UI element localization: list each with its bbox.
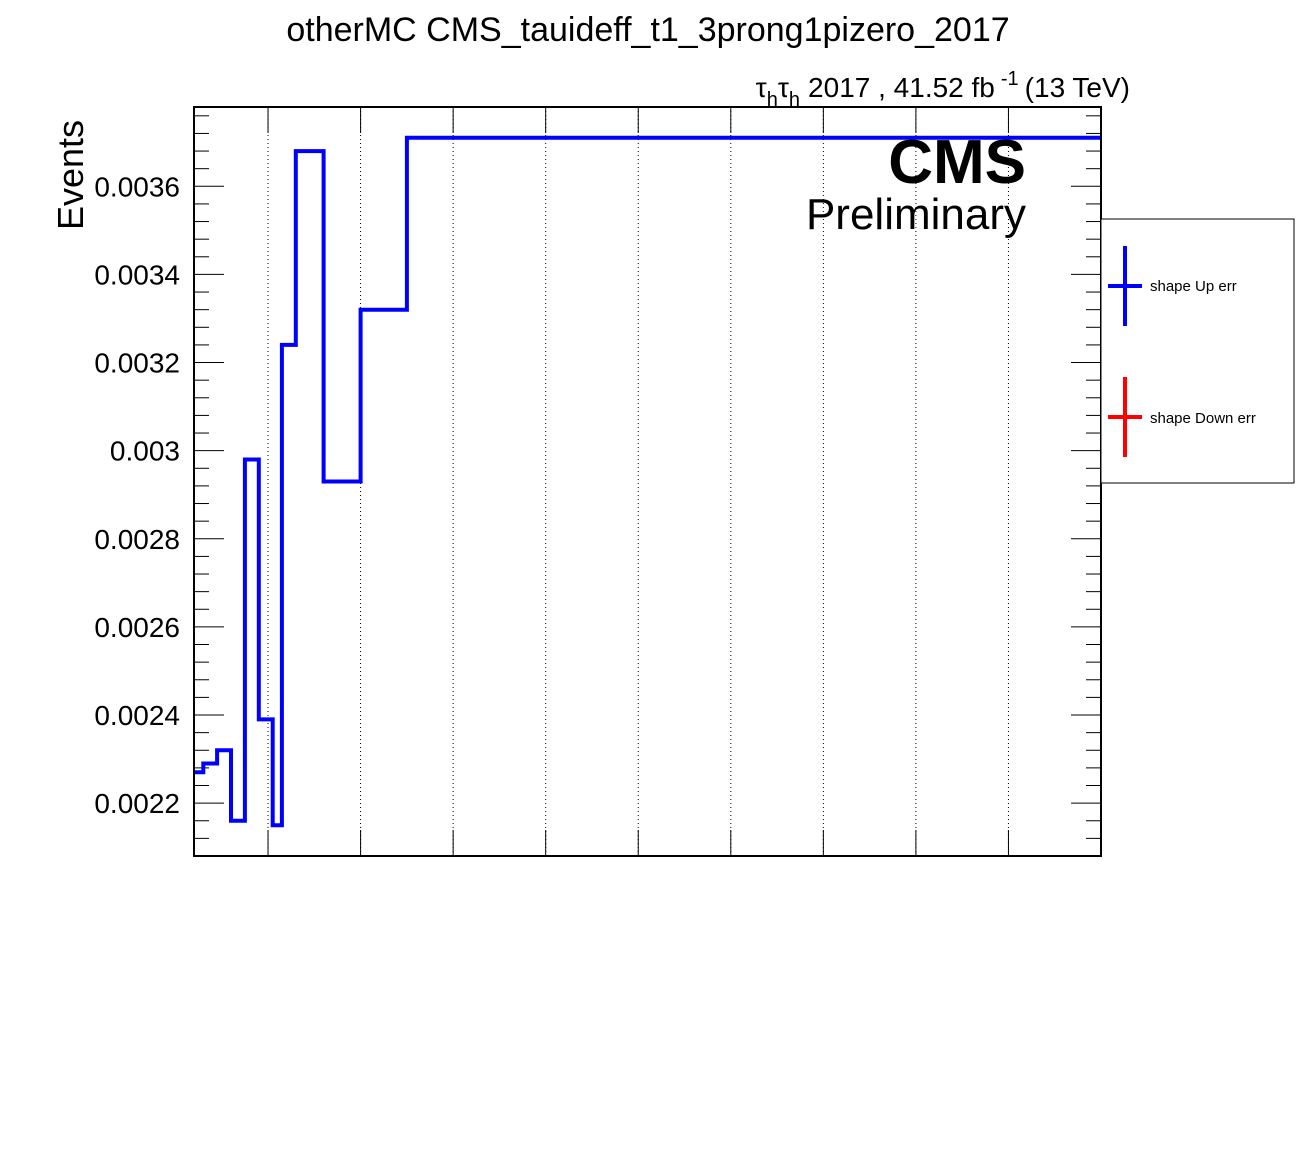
lumi-tau-1: τ — [756, 72, 767, 103]
y-tick-label-5: 0.0032 — [94, 348, 180, 379]
series-line-0 — [194, 135, 1101, 828]
legend-label-down: shape Down err — [1150, 410, 1256, 427]
lumi-label: τhτh 2017 , 41.52 fb -1 (13 TeV) — [756, 68, 1130, 111]
y-tick-label-3: 0.0028 — [94, 524, 180, 555]
lumi-sub-2: h — [789, 89, 800, 111]
y-tick-label-7: 0.0036 — [94, 171, 180, 202]
lumi-sup: -1 — [1001, 68, 1019, 90]
y-tick-labels: 0.0022 0.0024 0.0026 0.0028 0.003 0.0032 0.003… — [94, 171, 180, 819]
y-tick-label-0: 0.0022 — [94, 788, 180, 819]
chart-title: otherMC CMS_tauideff_t1_3prong1pizero_20… — [286, 11, 1009, 49]
y-tick-label-4: 0.003 — [110, 436, 180, 467]
y-axis-label: Events — [50, 120, 91, 230]
legend-entry-down: shape Down err — [1108, 377, 1256, 457]
lumi-tau-2: τ — [778, 72, 789, 103]
series-group — [194, 135, 1101, 828]
grid — [267, 107, 1009, 856]
y-tick-label-1: 0.0024 — [94, 700, 180, 731]
cms-label: CMS — [888, 128, 1026, 197]
lumi-sub-1: h — [767, 89, 778, 111]
legend: shape Up err shape Down err — [1100, 218, 1295, 484]
legend-entry-up: shape Up err — [1108, 246, 1237, 326]
lumi-text: 2017 , 41.52 fb — [808, 72, 995, 103]
legend-box — [1100, 218, 1295, 484]
y-tick-label-2: 0.0026 — [94, 612, 180, 643]
y-tick-label-6: 0.0034 — [94, 259, 180, 290]
lumi-energy: (13 TeV) — [1025, 72, 1130, 103]
axis-ticks — [194, 107, 1101, 856]
legend-label-up: shape Up err — [1150, 278, 1237, 295]
preliminary-label: Preliminary — [806, 190, 1026, 239]
